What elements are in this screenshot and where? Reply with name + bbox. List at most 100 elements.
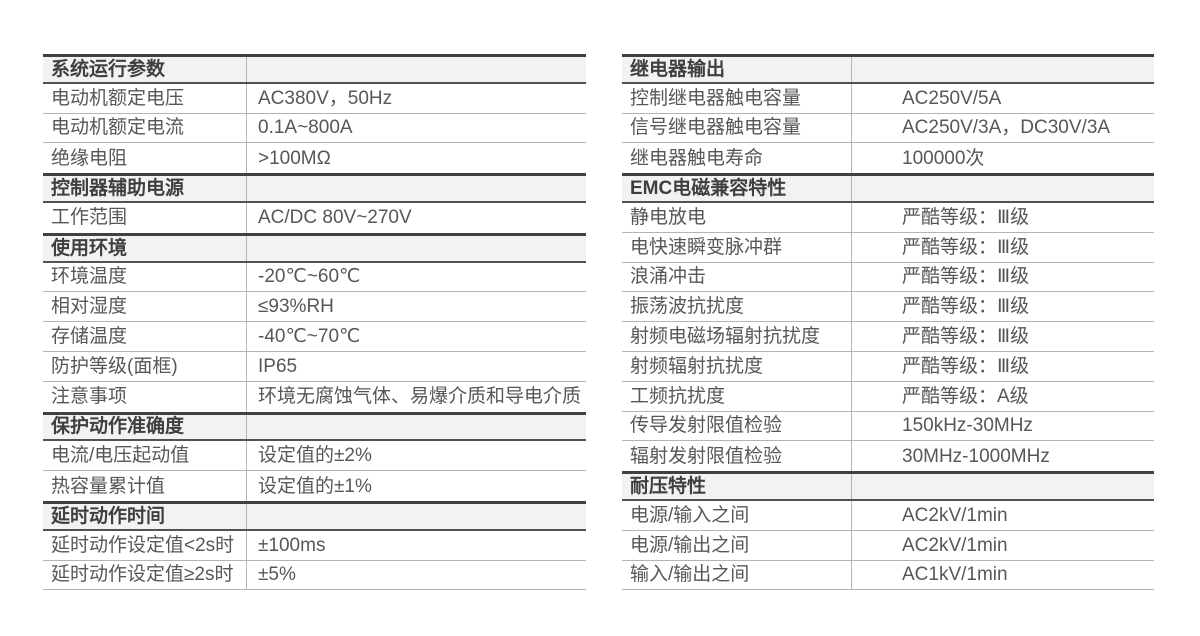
spec-label: 继电器触电寿命 (622, 143, 852, 174)
spec-label: 热容量累计值 (43, 471, 247, 501)
section-header-spacer (247, 415, 586, 440)
section-header-row: 耐压特性 (622, 471, 1154, 501)
table-row: 控制继电器触电容量 AC250V/5A (622, 83, 1154, 114)
section-header-spacer (247, 176, 586, 201)
spec-label: 射频辐射抗扰度 (622, 351, 852, 381)
table-row: 工作范围 AC/DC 80V~270V (43, 202, 586, 233)
spec-label: 振荡波抗扰度 (622, 292, 852, 322)
section-header-row: 系统运行参数 (43, 54, 586, 84)
section-header-title: 继电器输出 (622, 57, 852, 82)
spec-label: 电快速瞬变脉冲群 (622, 232, 852, 262)
table-row: 电源/输入之间 AC2kV/1min (622, 500, 1154, 531)
spec-value: >100MΩ (258, 147, 331, 169)
section-header-row: 延时动作时间 (43, 500, 586, 531)
spec-label: 延时动作设定值<2s时 (43, 530, 247, 560)
spec-value: 设定值的±1% (258, 475, 372, 497)
table-row: 电流/电压起动值 设定值的±2% (43, 441, 586, 472)
spec-table-relay-emc: 继电器输出 控制继电器触电容量 AC250V/5A 信号继电器触电容量 AC250V/3… (622, 54, 1154, 591)
table-row: 绝缘电阻 >100MΩ (43, 143, 586, 174)
section-header-title: 延时动作时间 (43, 503, 247, 529)
spec-label: 传导发射限值检验 (622, 411, 852, 441)
spec-label: 信号继电器触电容量 (622, 113, 852, 143)
spec-label: 射频电磁场辐射抗扰度 (622, 322, 852, 351)
spec-value: 严酷等级：Ⅲ级 (902, 296, 1030, 318)
section-header-spacer (247, 504, 586, 529)
section-header-spacer (247, 236, 586, 261)
section-header-spacer (852, 57, 1154, 82)
spec-label: 电动机额定电压 (43, 83, 247, 113)
table-row: 环境温度 -20℃~60℃ (43, 262, 586, 293)
table-row: 相对湿度 ≤93%RH (43, 292, 586, 323)
spec-label: 防护等级(面框) (43, 351, 247, 381)
section-header-spacer (852, 474, 1154, 499)
spec-value: AC250V/3A，DC30V/3A (902, 117, 1111, 139)
spec-label: 控制继电器触电容量 (622, 83, 852, 113)
section-header-title: 耐压特性 (622, 474, 852, 499)
spec-value: 0.1A~800A (258, 117, 353, 139)
spec-label: 环境温度 (43, 262, 247, 292)
table-row: 电动机额定电流 0.1A~800A (43, 113, 586, 144)
spec-value: AC380V，50Hz (258, 87, 393, 109)
spec-label: 输入/输出之间 (622, 560, 852, 590)
spec-value: 环境无腐蚀气体、易爆介质和导电介质 (258, 386, 582, 408)
spec-label: 绝缘电阻 (43, 143, 247, 174)
table-row: 电动机额定电压 AC380V，50Hz (43, 83, 586, 114)
table-row: 存储温度 -40℃~70℃ (43, 322, 586, 352)
spec-value: 严酷等级：A级 (902, 385, 1029, 407)
spec-table-system-parameters: 系统运行参数 电动机额定电压 AC380V，50Hz 电动机额定电流 0.1A~800A… (43, 54, 586, 591)
table-row: 振荡波抗扰度 严酷等级：Ⅲ级 (622, 292, 1154, 323)
spec-value: AC250V/5A (902, 87, 1002, 109)
spec-value: 严酷等级：Ⅲ级 (902, 355, 1030, 377)
spec-label: 浪涌冲击 (622, 262, 852, 292)
section-header-spacer (852, 176, 1154, 201)
spec-value: -20℃~60℃ (258, 266, 361, 288)
table-row: 输入/输出之间 AC1kV/1min (622, 560, 1154, 591)
spec-label: 辐射发射限值检验 (622, 441, 852, 472)
section-header-title: 使用环境 (43, 235, 247, 261)
spec-value: 30MHz-1000MHz (902, 445, 1050, 467)
section-header-spacer (247, 57, 586, 82)
spec-label: 电源/输出之间 (622, 530, 852, 560)
section-header-title: 控制器辅助电源 (43, 176, 247, 201)
spec-label: 电源/输入之间 (622, 500, 852, 530)
spec-value: 严酷等级：Ⅲ级 (902, 266, 1030, 288)
spec-value: AC2kV/1min (902, 534, 1008, 556)
spec-value: AC/DC 80V~270V (258, 207, 412, 229)
table-row: 传导发射限值检验 150kHz-30MHz (622, 411, 1154, 442)
spec-label: 注意事项 (43, 381, 247, 412)
spec-value: AC2kV/1min (902, 504, 1008, 526)
spec-value: ±100ms (258, 534, 326, 556)
table-row: 热容量累计值 设定值的±1% (43, 471, 586, 501)
spec-value: AC1kV/1min (902, 564, 1008, 586)
table-row: 注意事项 环境无腐蚀气体、易爆介质和导电介质 (43, 381, 586, 412)
table-row: 静电放电 严酷等级：Ⅲ级 (622, 202, 1154, 233)
section-header-title: EMC电磁兼容特性 (622, 176, 852, 201)
spec-value: 设定值的±2% (258, 445, 372, 467)
spec-label: 工作范围 (43, 202, 247, 233)
section-header-title: 保护动作准确度 (43, 414, 247, 440)
section-header-row: 使用环境 (43, 232, 586, 263)
spec-label: 电动机额定电流 (43, 113, 247, 143)
section-header-row: 保护动作准确度 (43, 411, 586, 442)
table-row: 延时动作设定值<2s时 ±100ms (43, 530, 586, 561)
section-header-title: 系统运行参数 (43, 57, 247, 82)
spec-value: ≤93%RH (258, 296, 334, 318)
spec-label: 工频抗扰度 (622, 381, 852, 411)
table-row: 电源/输出之间 AC2kV/1min (622, 530, 1154, 561)
spec-value: 严酷等级：Ⅲ级 (902, 206, 1030, 228)
table-row: 信号继电器触电容量 AC250V/3A，DC30V/3A (622, 113, 1154, 144)
spec-value: 150kHz-30MHz (902, 415, 1033, 437)
spec-value: -40℃~70℃ (258, 326, 361, 348)
table-row: 工频抗扰度 严酷等级：A级 (622, 381, 1154, 412)
table-row: 浪涌冲击 严酷等级：Ⅲ级 (622, 262, 1154, 293)
table-row: 继电器触电寿命 100000次 (622, 143, 1154, 174)
table-row: 防护等级(面框) IP65 (43, 351, 586, 382)
table-row: 延时动作设定值≥2s时 ±5% (43, 560, 586, 591)
spec-label: 相对湿度 (43, 292, 247, 322)
spec-value: ±5% (258, 564, 296, 586)
section-header-row: 控制器辅助电源 (43, 173, 586, 203)
spec-value: 严酷等级：Ⅲ级 (902, 236, 1030, 258)
spec-label: 延时动作设定值≥2s时 (43, 560, 247, 590)
spec-value: 严酷等级：Ⅲ级 (902, 326, 1030, 348)
